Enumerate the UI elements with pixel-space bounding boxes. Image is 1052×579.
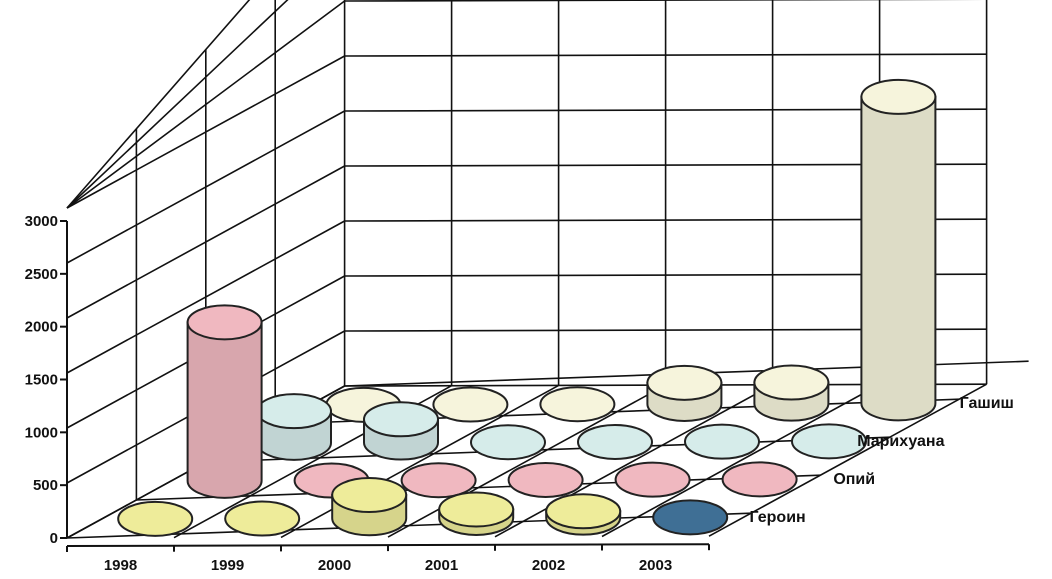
bar-2000-Марихуана bbox=[470, 424, 546, 461]
floor-diagonal bbox=[280, 384, 559, 539]
chart-axes bbox=[60, 220, 710, 552]
floor-row-line bbox=[205, 436, 890, 463]
bar-2003-Гашиш bbox=[860, 78, 937, 422]
x-tick-label: 2002 bbox=[532, 557, 565, 574]
floor-diagonal bbox=[494, 384, 773, 538]
bar-top bbox=[331, 477, 408, 514]
series-label: Марихуана bbox=[857, 433, 944, 450]
y-tick-label: 3000 bbox=[25, 213, 58, 230]
bar-top bbox=[400, 462, 477, 499]
chart-bars bbox=[117, 78, 937, 537]
bar-top bbox=[470, 424, 546, 461]
floor-diagonal bbox=[708, 383, 987, 537]
bar-top bbox=[117, 500, 194, 537]
bar-top bbox=[438, 491, 515, 528]
floor-diagonal bbox=[387, 384, 666, 538]
bar-top bbox=[753, 364, 830, 401]
bar-top bbox=[646, 364, 723, 401]
y-tick-label: 2000 bbox=[25, 319, 58, 336]
y-tick-label: 1500 bbox=[25, 372, 58, 389]
x-tick-label: 1999 bbox=[211, 557, 244, 574]
floor-diagonal bbox=[601, 383, 880, 538]
bar-1999-Гашиш bbox=[432, 386, 509, 423]
back-wall-horizontal bbox=[344, 53, 987, 57]
bar-2000-Опий bbox=[400, 462, 477, 499]
bar-2000-Гашиш bbox=[539, 386, 616, 423]
bar-1998-Героин bbox=[117, 500, 194, 537]
bar-top bbox=[860, 78, 937, 115]
bar-top bbox=[791, 423, 867, 460]
y-tick-label: 1000 bbox=[25, 424, 58, 441]
bar-1998-Опий bbox=[186, 304, 263, 499]
bar-top bbox=[186, 304, 263, 341]
bar-top bbox=[539, 386, 616, 423]
bar-2001-Марихуана bbox=[577, 423, 653, 460]
floor-row-line bbox=[66, 512, 752, 539]
bar-body bbox=[860, 95, 937, 422]
bar-2001-Опий bbox=[507, 461, 584, 498]
bar-top bbox=[577, 423, 653, 460]
bar-2000-Героин bbox=[331, 477, 408, 537]
bar-top bbox=[545, 493, 622, 530]
bar-top bbox=[684, 423, 760, 460]
bar-body bbox=[186, 321, 263, 499]
bar-2001-Гашиш bbox=[646, 364, 723, 422]
y-tick-label: 500 bbox=[33, 477, 58, 494]
x-tick-label: 2001 bbox=[425, 557, 458, 574]
back-wall-horizontal bbox=[344, 0, 987, 2]
bar-2003-Героин bbox=[652, 499, 729, 536]
bar-2002-Марихуана bbox=[684, 423, 760, 460]
series-label: Героин bbox=[749, 509, 805, 526]
bar-2003-Опий bbox=[721, 461, 798, 498]
series-label: Опий bbox=[833, 471, 875, 488]
x-tick-label: 2000 bbox=[318, 557, 351, 574]
x-tick-label: 1998 bbox=[104, 557, 137, 574]
bar-1999-Марихуана bbox=[363, 401, 439, 461]
y-tick-label: 0 bbox=[50, 530, 58, 547]
bar-1998-Марихуана bbox=[256, 393, 332, 461]
series-label: Гашиш bbox=[960, 395, 1014, 412]
bar-2002-Гашиш bbox=[753, 364, 830, 422]
bar-2001-Героин bbox=[438, 491, 515, 536]
bar-top bbox=[363, 401, 439, 438]
bar-2002-Опий bbox=[614, 461, 691, 498]
x-tick-label: 2003 bbox=[639, 557, 672, 574]
bar-top bbox=[256, 393, 332, 430]
bar-2003-Марихуана bbox=[791, 423, 867, 460]
bar-top bbox=[721, 461, 798, 498]
bar-top bbox=[614, 461, 691, 498]
floor-row-line bbox=[136, 474, 821, 501]
chart-labels: 0 500 1000 1500 2000 2500 3000 1998 1999 2000 2001… bbox=[25, 213, 1014, 574]
bar-top bbox=[652, 499, 729, 536]
bar-1999-Героин bbox=[224, 500, 301, 537]
bar-top bbox=[224, 500, 301, 537]
y-tick-label: 2500 bbox=[25, 266, 58, 283]
bar-top bbox=[507, 461, 584, 498]
bar-top bbox=[432, 386, 509, 423]
bar-2002-Героин bbox=[545, 493, 622, 536]
